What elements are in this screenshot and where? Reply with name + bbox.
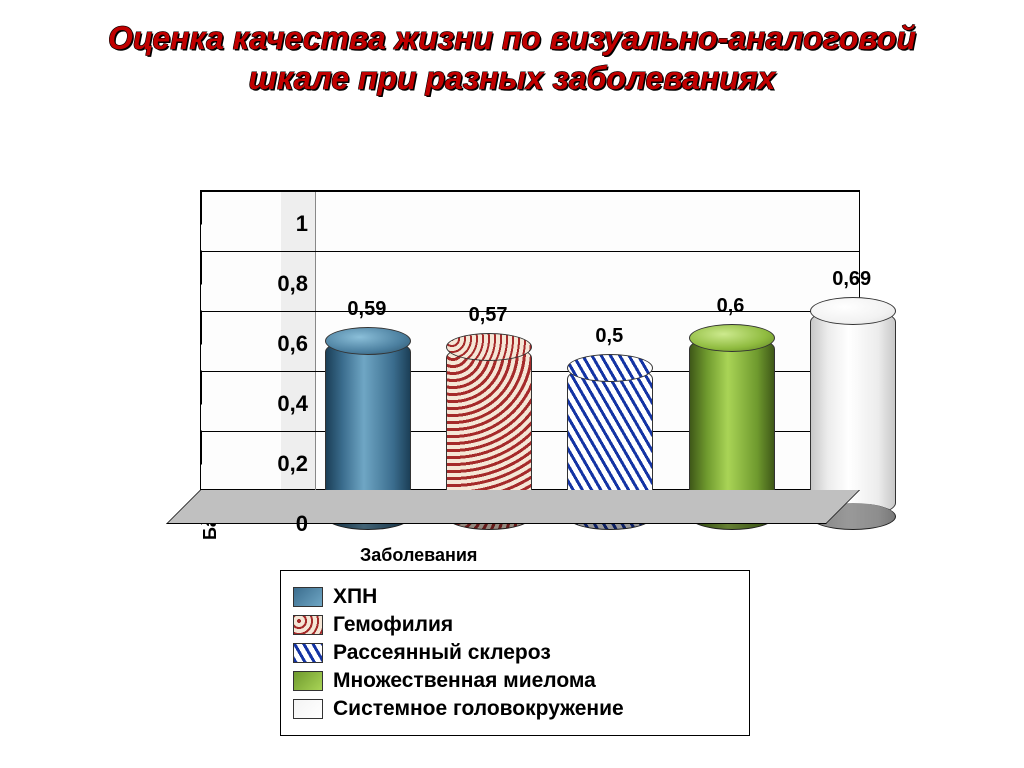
slide: Оценка качества жизни по визуально-анало…	[0, 0, 1024, 768]
y-tick-label: 0,4	[248, 391, 308, 417]
gridline-side	[201, 336, 236, 405]
legend-swatch	[293, 671, 323, 691]
chart-area: Баллы 0,590,570,50,60,69 00,20,40,60,81	[120, 190, 900, 520]
y-tick-label: 0,2	[248, 451, 308, 477]
bar-value-label: 0,5	[559, 325, 659, 348]
bar-top	[325, 327, 411, 355]
gridline-side	[201, 156, 236, 225]
legend-row: Гемофилия	[293, 613, 737, 637]
title-line1: Оценка качества жизни по визуально-анало…	[108, 20, 916, 56]
title-line2: шкале при разных заболеваниях	[249, 60, 776, 96]
bar-cylinder	[810, 310, 894, 517]
legend-label: Множественная миелома	[333, 669, 596, 693]
y-tick-label: 1	[248, 211, 308, 237]
y-tick-label: 0,6	[248, 331, 308, 357]
gridline	[201, 251, 859, 252]
gridline-side	[201, 216, 236, 285]
legend-label: Системное головокружение	[333, 697, 624, 721]
legend-swatch	[293, 615, 323, 635]
legend: ХПН Гемофилия Рассеянный склероз Множествен…	[280, 570, 750, 736]
y-tick-label: 0	[248, 511, 308, 537]
bar-top	[567, 354, 653, 382]
gridline-side	[201, 276, 236, 345]
bar-top	[446, 333, 532, 361]
legend-row: ХПН	[293, 585, 737, 609]
bar-top	[689, 324, 775, 352]
legend-swatch	[293, 587, 323, 607]
bar-value-label: 0,6	[681, 295, 781, 318]
y-tick-label: 0,8	[248, 271, 308, 297]
legend-row: Рассеянный склероз	[293, 641, 737, 665]
slide-title: Оценка качества жизни по визуально-анало…	[0, 18, 1024, 98]
legend-row: Множественная миелома	[293, 669, 737, 693]
gridline	[201, 191, 859, 192]
legend-swatch	[293, 699, 323, 719]
x-axis-label: Заболевания	[360, 545, 477, 566]
bar-top	[810, 297, 896, 325]
legend-swatch	[293, 643, 323, 663]
legend-label: ХПН	[333, 585, 377, 609]
gridline-side	[201, 396, 236, 465]
legend-label: Гемофилия	[333, 613, 453, 637]
legend-label: Рассеянный склероз	[333, 641, 551, 665]
bar-value-label: 0,69	[802, 268, 902, 291]
legend-row: Системное головокружение	[293, 697, 737, 721]
bar-body	[810, 308, 896, 517]
bar-value-label: 0,57	[438, 304, 538, 327]
bar-value-label: 0,59	[317, 298, 417, 321]
